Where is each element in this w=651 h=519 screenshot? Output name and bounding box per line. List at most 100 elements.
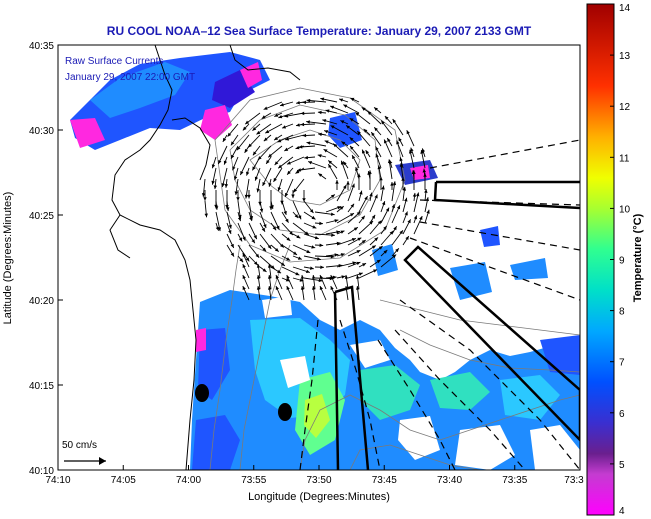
current-vector (361, 149, 371, 169)
current-vector (203, 190, 207, 201)
current-vector (391, 203, 395, 213)
current-vector (265, 123, 283, 134)
current-vector (406, 130, 415, 147)
current-vector (304, 155, 316, 160)
colorbar-tick-label: 12 (619, 102, 631, 113)
x-axis: 74:10 74:05 74:00 73:55 73:50 73:45 73:40 73:35… (45, 465, 584, 486)
current-vector (286, 274, 294, 290)
current-vector (256, 285, 261, 301)
current-vector (244, 112, 261, 125)
current-vector (306, 141, 327, 147)
current-vector (413, 215, 423, 235)
current-vector (303, 266, 314, 270)
current-vector (292, 233, 301, 239)
current-vector (281, 200, 287, 216)
current-vector (314, 265, 324, 269)
current-vector (370, 131, 382, 147)
current-vector (402, 197, 408, 213)
current-vector (257, 145, 272, 161)
current-vector (412, 192, 417, 202)
current-vector (292, 200, 302, 220)
current-vector (223, 156, 228, 165)
current-vector (349, 145, 360, 158)
current-vector (211, 167, 217, 185)
current-vector (242, 252, 250, 268)
current-vector (281, 277, 290, 282)
current-vector (340, 120, 349, 125)
current-vector (390, 181, 394, 190)
current-vector (307, 161, 327, 169)
dashed-lines (299, 139, 580, 470)
current-vector (244, 178, 250, 199)
current-vector (281, 255, 291, 261)
x-tick-label: 73:3 (564, 475, 584, 486)
current-vector (330, 274, 338, 290)
current-vector (314, 211, 335, 216)
current-vector (347, 237, 362, 246)
current-vector (298, 145, 316, 149)
current-vector (330, 125, 349, 136)
current-vector (375, 153, 382, 169)
current-vector (239, 156, 250, 176)
current-vector (242, 123, 250, 131)
current-vector (226, 233, 235, 249)
current-vector (347, 203, 355, 213)
current-vector (325, 241, 341, 246)
solid-boxes (333, 180, 580, 470)
current-vector (248, 211, 253, 222)
current-vector (391, 226, 398, 235)
current-vector (221, 167, 228, 188)
current-vector (248, 244, 260, 258)
current-vector (325, 219, 339, 224)
current-vector (300, 285, 305, 301)
current-vector (256, 263, 261, 279)
current-vector (387, 159, 393, 180)
colorbar-label: Temperature (°C) (632, 213, 644, 302)
current-vector (314, 254, 335, 259)
x-axis-label: Longitude (Degrees:Minutes) (248, 491, 390, 503)
current-vectors (201, 97, 430, 301)
current-vector (379, 176, 383, 190)
current-vector (413, 192, 420, 213)
current-vector (401, 177, 405, 190)
current-vector (336, 230, 345, 235)
current-vector (410, 147, 415, 158)
x-tick-label: 74:00 (176, 475, 201, 486)
current-vector (311, 285, 316, 301)
current-vector (273, 134, 283, 141)
colorbar-tick-label: 6 (619, 409, 625, 420)
current-vector (284, 145, 294, 152)
colorbar-ticks: 14 13 12 11 10 9 8 7 6 5 4 (610, 3, 631, 517)
current-vector (311, 274, 316, 290)
current-vector (373, 106, 382, 114)
current-vector (369, 214, 376, 224)
coastline (109, 45, 301, 470)
current-vector (275, 274, 283, 290)
current-vector (369, 192, 373, 202)
current-vector (248, 255, 259, 266)
current-vector (302, 133, 316, 138)
current-vector (399, 163, 404, 180)
current-vector (384, 115, 393, 125)
current-vector (292, 222, 310, 236)
current-vector (402, 235, 410, 246)
current-vector (270, 244, 280, 252)
current-vector (369, 220, 382, 235)
current-vector (214, 200, 219, 210)
current-vector (242, 285, 250, 301)
current-vector (325, 109, 338, 114)
current-vector (317, 110, 327, 115)
current-vector (222, 134, 228, 143)
current-vector (380, 254, 397, 268)
current-vector (281, 233, 291, 242)
current-vector (274, 156, 283, 166)
current-vector (413, 215, 418, 224)
x-tick-label: 73:45 (372, 475, 397, 486)
current-vector (230, 134, 239, 146)
current-vector (336, 238, 357, 246)
current-vector (281, 222, 294, 236)
current-vector (323, 148, 338, 158)
current-vector (273, 167, 283, 183)
current-vector (201, 178, 206, 197)
